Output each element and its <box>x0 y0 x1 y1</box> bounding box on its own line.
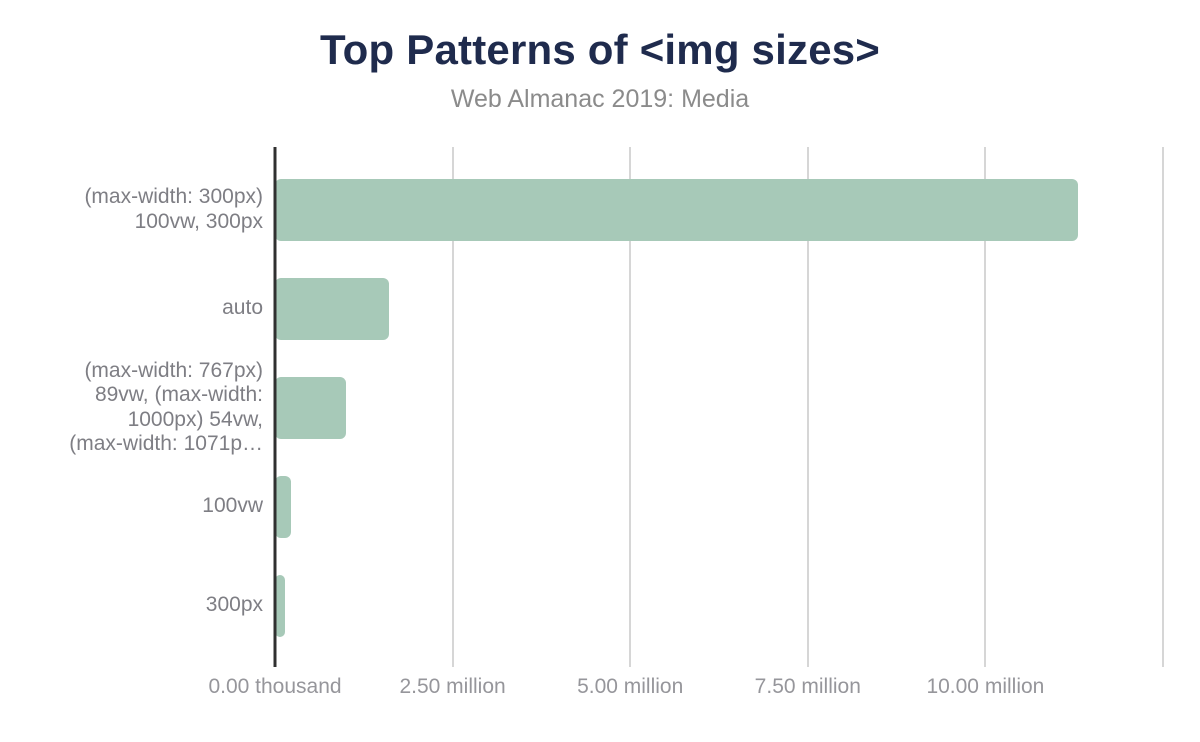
x-tick-label: 10.00 million <box>926 675 1045 698</box>
x-tick-label: 2.50 million <box>399 675 506 698</box>
category-label-line: (max-width: 300px) <box>84 185 263 208</box>
gridline <box>1162 147 1164 667</box>
category-label: (max-width: 300px) 100vw, 300px <box>8 160 263 259</box>
bar-row <box>275 556 1163 655</box>
bar <box>275 376 347 439</box>
bar-row <box>275 259 1163 358</box>
category-label: 300px <box>8 556 263 655</box>
bar <box>275 277 389 340</box>
gridline <box>629 147 632 667</box>
gridline <box>806 147 809 667</box>
plot-area <box>273 147 1164 667</box>
y-axis-line <box>273 147 277 667</box>
category-label-line: 100vw, 300px <box>134 209 263 233</box>
bar <box>275 475 292 538</box>
category-label-line: 300px <box>205 593 263 617</box>
category-label: 100vw <box>8 457 263 556</box>
category-label: auto <box>8 259 263 358</box>
chart-title: Top Patterns of <img sizes> <box>319 26 881 73</box>
category-label-line: auto <box>222 296 263 320</box>
category-label-line: (max-width: 1071p… <box>69 432 263 455</box>
gridline <box>451 147 454 667</box>
bar <box>275 178 1078 241</box>
chart-subtitle: Web Almanac 2019: Media <box>450 85 750 113</box>
x-tick-label: 5.00 million <box>577 675 684 698</box>
category-label-line: (max-width: 767px) <box>84 358 263 382</box>
bar-row <box>275 457 1163 556</box>
category-label: (max-width: 767px) 89vw, (max-width: 1000p… <box>8 358 263 457</box>
bar-row <box>275 160 1163 259</box>
x-tick-label: 0.00 thousand <box>208 675 342 698</box>
category-axis: (max-width: 300px) 100vw, 300px auto (max-w… <box>8 160 263 655</box>
category-label-line: 100vw <box>202 494 263 518</box>
gridline <box>984 147 987 667</box>
category-label-line: 1000px) 54vw, <box>127 407 263 431</box>
bar-rows <box>275 160 1163 655</box>
category-label-line: 89vw, (max-width: <box>94 383 263 406</box>
x-axis: 0.00 thousand 2.50 million 5.00 million 7.5… <box>208 675 1163 705</box>
x-tick-label: 7.50 million <box>754 675 861 698</box>
bar <box>275 574 285 637</box>
bar-row <box>275 358 1163 457</box>
